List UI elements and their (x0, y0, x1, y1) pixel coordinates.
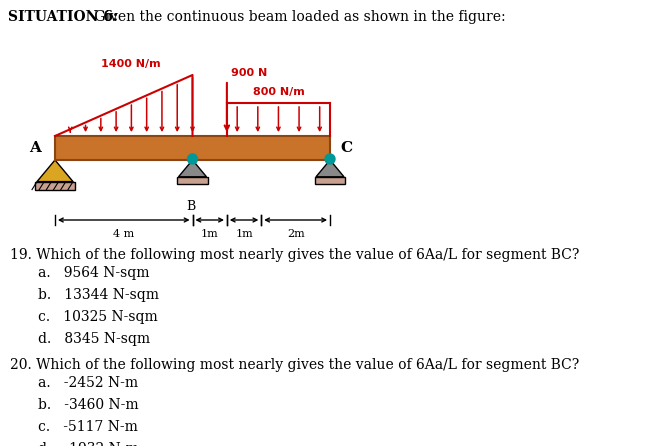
Bar (315, 177, 346, 184)
Text: 900 N: 900 N (231, 68, 267, 78)
Text: a.   9564 N-sqm: a. 9564 N-sqm (38, 266, 150, 280)
Bar (55, 136, 330, 160)
Text: SITUATION 6:: SITUATION 6: (8, 10, 118, 24)
Text: d.   8345 N-sqm: d. 8345 N-sqm (38, 332, 150, 346)
Text: c.   -5117 N-m: c. -5117 N-m (38, 420, 138, 434)
Text: Given the continuous beam loaded as shown in the figure:: Given the continuous beam loaded as show… (90, 10, 506, 24)
Text: c.   10325 N-sqm: c. 10325 N-sqm (38, 310, 157, 324)
Text: A: A (29, 141, 41, 155)
Text: 1m: 1m (201, 229, 218, 239)
Text: b.   -3460 N-m: b. -3460 N-m (38, 398, 138, 412)
Text: 1400 N/m: 1400 N/m (101, 59, 161, 69)
Text: d.   -1932 N-m: d. -1932 N-m (38, 442, 139, 446)
Text: 2m: 2m (287, 229, 304, 239)
Text: B: B (186, 200, 195, 213)
Text: 1m: 1m (236, 229, 253, 239)
Text: 4 m: 4 m (113, 229, 134, 239)
Circle shape (188, 154, 197, 164)
Text: a.   -2452 N-m: a. -2452 N-m (38, 376, 138, 390)
Bar (177, 177, 208, 184)
Text: b.   13344 N-sqm: b. 13344 N-sqm (38, 288, 159, 302)
Text: 19. Which of the following most nearly gives the value of 6Aa/L for segment BC?: 19. Which of the following most nearly g… (10, 248, 579, 262)
Text: 800 N/m: 800 N/m (253, 87, 304, 97)
Polygon shape (37, 160, 73, 182)
Bar (35, 182, 75, 190)
Polygon shape (316, 160, 344, 177)
Text: C: C (340, 141, 352, 155)
Circle shape (325, 154, 335, 164)
Text: 20. Which of the following most nearly gives the value of 6Aa/L for segment BC?: 20. Which of the following most nearly g… (10, 358, 579, 372)
Polygon shape (178, 160, 207, 177)
